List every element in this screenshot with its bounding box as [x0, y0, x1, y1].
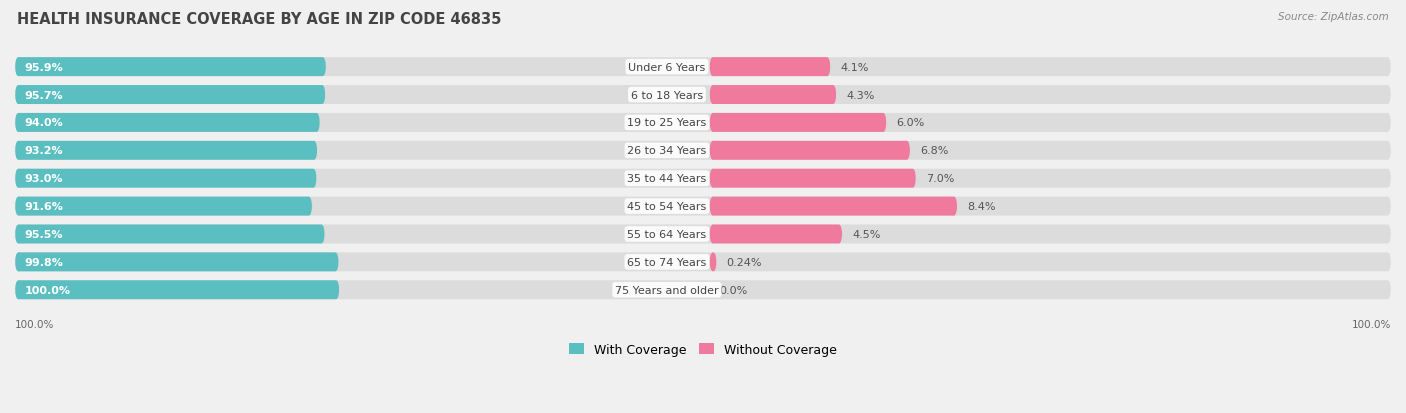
Text: 0.0%: 0.0%: [720, 285, 748, 295]
FancyBboxPatch shape: [15, 253, 1391, 272]
FancyBboxPatch shape: [710, 114, 886, 133]
FancyBboxPatch shape: [15, 197, 312, 216]
Text: 26 to 34 Years: 26 to 34 Years: [627, 146, 707, 156]
FancyBboxPatch shape: [710, 253, 717, 272]
FancyBboxPatch shape: [710, 197, 957, 216]
FancyBboxPatch shape: [15, 86, 325, 105]
Text: Source: ZipAtlas.com: Source: ZipAtlas.com: [1278, 12, 1389, 22]
FancyBboxPatch shape: [15, 197, 1391, 216]
FancyBboxPatch shape: [15, 114, 1391, 133]
FancyBboxPatch shape: [710, 142, 910, 160]
FancyBboxPatch shape: [15, 58, 326, 77]
Text: 19 to 25 Years: 19 to 25 Years: [627, 118, 707, 128]
FancyBboxPatch shape: [710, 86, 837, 105]
FancyBboxPatch shape: [710, 58, 831, 77]
Text: 45 to 54 Years: 45 to 54 Years: [627, 202, 707, 211]
Text: 6.8%: 6.8%: [920, 146, 948, 156]
Text: 4.3%: 4.3%: [846, 90, 875, 100]
FancyBboxPatch shape: [15, 58, 1391, 77]
FancyBboxPatch shape: [15, 280, 1391, 299]
Text: 65 to 74 Years: 65 to 74 Years: [627, 257, 707, 267]
Text: 100.0%: 100.0%: [25, 285, 70, 295]
Text: 95.5%: 95.5%: [25, 230, 63, 240]
Text: 4.5%: 4.5%: [852, 230, 880, 240]
Text: 6 to 18 Years: 6 to 18 Years: [631, 90, 703, 100]
Text: 93.0%: 93.0%: [25, 174, 63, 184]
Text: 6.0%: 6.0%: [896, 118, 925, 128]
FancyBboxPatch shape: [15, 280, 339, 299]
FancyBboxPatch shape: [15, 225, 1391, 244]
FancyBboxPatch shape: [710, 225, 842, 244]
FancyBboxPatch shape: [15, 114, 321, 133]
Text: 100.0%: 100.0%: [15, 319, 55, 329]
FancyBboxPatch shape: [15, 142, 1391, 160]
Text: 95.7%: 95.7%: [25, 90, 63, 100]
Text: 0.24%: 0.24%: [727, 257, 762, 267]
Text: 93.2%: 93.2%: [25, 146, 63, 156]
Text: 100.0%: 100.0%: [1351, 319, 1391, 329]
Text: HEALTH INSURANCE COVERAGE BY AGE IN ZIP CODE 46835: HEALTH INSURANCE COVERAGE BY AGE IN ZIP …: [17, 12, 502, 27]
Text: 99.8%: 99.8%: [25, 257, 63, 267]
Text: 94.0%: 94.0%: [25, 118, 63, 128]
Text: 95.9%: 95.9%: [25, 62, 63, 72]
Text: 75 Years and older: 75 Years and older: [616, 285, 718, 295]
FancyBboxPatch shape: [710, 169, 915, 188]
FancyBboxPatch shape: [15, 253, 339, 272]
Text: 4.1%: 4.1%: [841, 62, 869, 72]
FancyBboxPatch shape: [15, 169, 1391, 188]
Legend: With Coverage, Without Coverage: With Coverage, Without Coverage: [564, 338, 842, 361]
FancyBboxPatch shape: [15, 169, 316, 188]
Text: 55 to 64 Years: 55 to 64 Years: [627, 230, 707, 240]
Text: 7.0%: 7.0%: [925, 174, 955, 184]
Text: 8.4%: 8.4%: [967, 202, 995, 211]
FancyBboxPatch shape: [15, 142, 318, 160]
FancyBboxPatch shape: [15, 86, 1391, 105]
Text: Under 6 Years: Under 6 Years: [628, 62, 706, 72]
FancyBboxPatch shape: [15, 225, 325, 244]
Text: 91.6%: 91.6%: [25, 202, 63, 211]
Text: 35 to 44 Years: 35 to 44 Years: [627, 174, 707, 184]
